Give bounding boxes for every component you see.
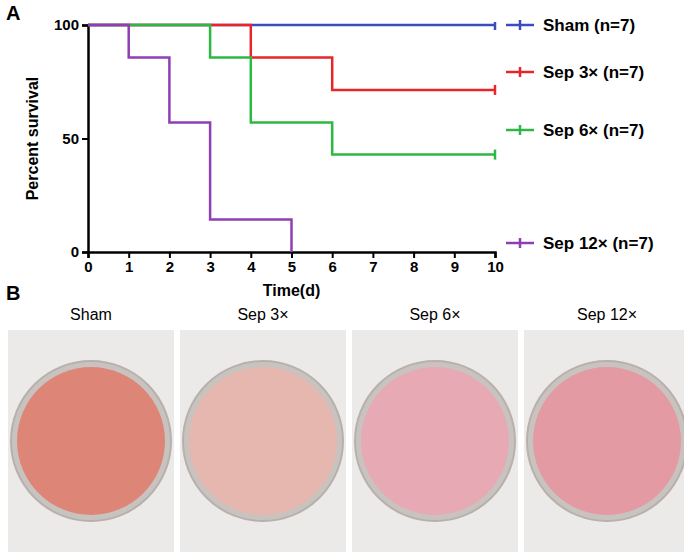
plate-agar bbox=[533, 367, 681, 515]
x-tick: 0 bbox=[84, 252, 92, 275]
y-tick-label: 100 bbox=[54, 16, 79, 33]
plate-title: Sep 6× bbox=[409, 306, 460, 323]
x-tick-label: 6 bbox=[329, 258, 337, 275]
x-tick-label: 7 bbox=[369, 258, 377, 275]
x-tick: 8 bbox=[410, 252, 418, 275]
plate-agar bbox=[189, 367, 337, 515]
x-tick: 3 bbox=[206, 252, 214, 275]
x-tick: 5 bbox=[288, 252, 296, 275]
plate: Sep 12× bbox=[524, 306, 684, 552]
censor-mark bbox=[494, 85, 497, 95]
y-tick: 100 bbox=[54, 16, 88, 33]
x-tick-label: 3 bbox=[206, 258, 214, 275]
y-axis-title: Percent survival bbox=[24, 77, 41, 201]
survival-line bbox=[88, 25, 495, 155]
plate-rim bbox=[527, 361, 684, 521]
plot-area bbox=[88, 22, 495, 252]
x-tick-label: 9 bbox=[451, 258, 459, 275]
y-tick-label: 50 bbox=[62, 130, 79, 147]
plate: Sep 3× bbox=[180, 306, 346, 552]
legend: Sham (n=7) Sep 3× (n=7) Sep 6× (n=7) Sep 12… bbox=[506, 16, 654, 253]
legend-label: Sep 6× (n=7) bbox=[543, 121, 644, 140]
y-tick: 50 bbox=[62, 130, 88, 147]
x-tick: 1 bbox=[125, 252, 133, 275]
legend-label: Sep 12× (n=7) bbox=[543, 234, 654, 253]
plate: Sham bbox=[8, 306, 174, 552]
x-axis-title: Time(d) bbox=[263, 282, 320, 299]
plate-title: Sep 3× bbox=[237, 306, 288, 323]
censor-mark bbox=[494, 22, 497, 30]
x-tick-label: 4 bbox=[247, 258, 256, 275]
panel-label: A bbox=[6, 2, 20, 24]
x-axis: 0 1 2 3 4 5 6 7 8 9 10 bbox=[84, 252, 504, 275]
x-tick-label: 10 bbox=[487, 258, 504, 275]
legend-swatch-tick bbox=[519, 20, 522, 30]
x-tick: 9 bbox=[451, 252, 459, 275]
figure: A012345678910050100Time(d)Percent surviv… bbox=[0, 0, 684, 556]
legend-item: Sep 6× (n=7) bbox=[506, 121, 644, 140]
y-axis: 0 50 100 bbox=[54, 16, 89, 260]
legend-item: Sham (n=7) bbox=[506, 16, 635, 35]
plate-photo bbox=[180, 330, 346, 552]
x-tick-label: 1 bbox=[125, 258, 133, 275]
x-tick-label: 5 bbox=[288, 258, 296, 275]
x-tick-label: 8 bbox=[410, 258, 418, 275]
y-tick-mark bbox=[82, 138, 88, 140]
x-tick-label: 2 bbox=[166, 258, 174, 275]
legend-item: Sep 12× (n=7) bbox=[506, 234, 654, 253]
legend-label: Sep 3× (n=7) bbox=[543, 63, 644, 82]
x-tick: 6 bbox=[329, 252, 337, 275]
plate-rim bbox=[11, 361, 171, 521]
x-tick: 10 bbox=[487, 252, 504, 275]
legend-item: Sep 3× (n=7) bbox=[506, 63, 644, 82]
legend-label: Sham (n=7) bbox=[543, 16, 635, 35]
plate-title: Sham bbox=[70, 306, 112, 323]
y-tick-mark bbox=[82, 252, 88, 254]
plate-photo bbox=[8, 330, 174, 552]
plate-rim bbox=[355, 361, 515, 521]
plate-title: Sep 12× bbox=[577, 306, 637, 323]
x-tick-label: 0 bbox=[84, 258, 92, 275]
x-tick: 7 bbox=[369, 252, 377, 275]
legend-swatch-tick bbox=[519, 238, 522, 248]
censor-mark bbox=[494, 150, 497, 160]
y-tick-label: 0 bbox=[71, 243, 79, 260]
plate: Sep 6× bbox=[352, 306, 518, 552]
plate-agar bbox=[361, 367, 509, 515]
plate-photo bbox=[352, 330, 518, 552]
plate-agar bbox=[17, 367, 165, 515]
y-tick-mark bbox=[82, 25, 88, 27]
x-tick: 4 bbox=[247, 252, 256, 275]
legend-swatch-tick bbox=[519, 67, 522, 77]
x-tick: 2 bbox=[166, 252, 174, 275]
y-axis-line bbox=[82, 26, 89, 253]
legend-swatch-tick bbox=[519, 125, 522, 135]
y-tick: 0 bbox=[71, 243, 88, 260]
plate-rim bbox=[183, 361, 343, 521]
panel-label: B bbox=[6, 282, 20, 304]
plate-photo bbox=[524, 330, 684, 552]
survival-line bbox=[88, 25, 292, 252]
